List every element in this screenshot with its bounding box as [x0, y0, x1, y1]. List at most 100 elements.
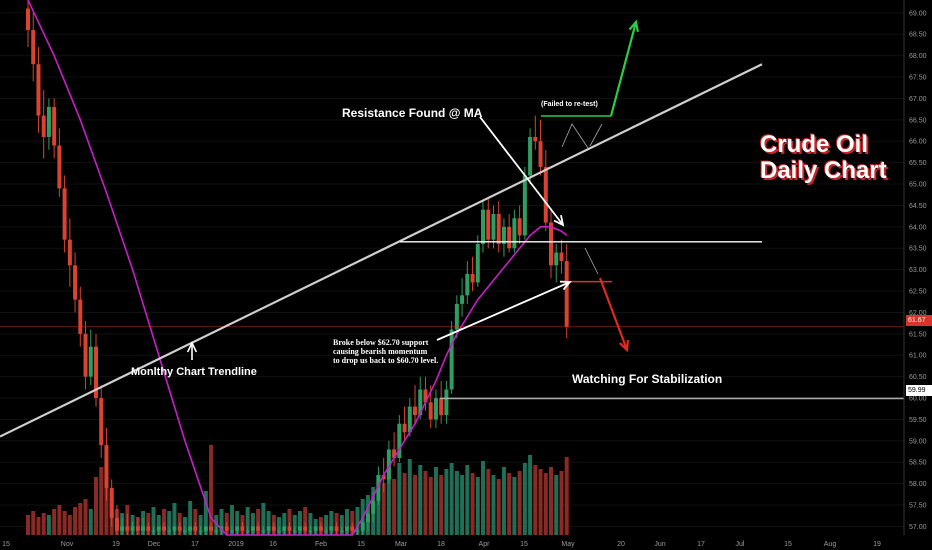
candle-body: [308, 530, 313, 532]
current-price-tag: 61.67: [906, 315, 932, 326]
candle-body: [214, 530, 219, 532]
x-tick-label: 16: [269, 541, 277, 548]
y-tick-label: 59.50: [909, 417, 927, 424]
candle-body: [454, 303, 459, 330]
support-break-annotation: Broke below $62.70 support causing beari…: [333, 338, 438, 365]
y-tick-label: 58.50: [909, 460, 927, 467]
x-axis: 15 Nov 19 Dec 17 2019 16 Feb 15 Mar 18 Apr 15 May 20 Ju…: [2, 541, 881, 548]
bearish-arrow: [598, 277, 629, 351]
candle-body: [229, 530, 234, 532]
candle-body: [465, 273, 470, 296]
x-tick-label: Jul: [736, 541, 745, 548]
volume-bar: [266, 511, 271, 535]
candle-body: [533, 136, 538, 142]
volume-bar: [381, 483, 386, 535]
bearish-arrow-head: [619, 339, 630, 353]
volume-bar: [156, 515, 161, 535]
y-tick-label: 64.00: [909, 224, 927, 231]
volume-bar: [151, 507, 156, 535]
volume-bar: [475, 477, 480, 535]
x-tick-label: 15: [357, 541, 365, 548]
candle-body: [381, 475, 386, 480]
candle-body: [193, 526, 198, 531]
volume-bar: [517, 471, 522, 535]
candle-body: [26, 8, 30, 30]
trendline-arrow-head: [186, 341, 198, 353]
volume-bar: [188, 501, 193, 535]
candle-body: [88, 346, 93, 377]
volume-bar: [554, 475, 559, 535]
volume-bar: [36, 517, 41, 535]
candle-body: [109, 487, 114, 518]
candle-body: [350, 526, 355, 531]
volume-bar: [392, 479, 397, 535]
candle-body: [554, 252, 559, 266]
volume-bar: [423, 471, 428, 535]
support-break-line-3: to drop us back to $60.70 level.: [333, 356, 439, 365]
volume-bar: [104, 479, 109, 535]
x-tick-label: Apr: [479, 541, 491, 548]
candle-body: [392, 449, 397, 458]
volume-bar: [564, 457, 569, 535]
x-tick-label: 20: [617, 541, 625, 548]
volume-bar: [83, 499, 88, 535]
chart-title: Crude Oil: [760, 131, 869, 158]
candle-body: [203, 526, 208, 531]
volume-bar: [433, 467, 438, 535]
y-tick-label: 68.00: [909, 53, 927, 60]
candle-body: [313, 526, 318, 531]
volume-bar: [428, 477, 433, 535]
candle-body: [318, 526, 323, 531]
volume-bar: [559, 471, 564, 535]
candle-body: [46, 107, 51, 137]
stabilization-price-tag: 59.99: [906, 385, 932, 396]
volume-bar: [99, 467, 104, 535]
candle-body: [93, 346, 98, 399]
volume-bar: [449, 463, 454, 535]
volume-bar: [161, 509, 166, 535]
volume-bar: [413, 475, 418, 535]
volume-bar: [282, 513, 287, 535]
candle-body: [141, 526, 146, 531]
x-tick-label: 17: [697, 541, 705, 548]
y-tick-label: 57.00: [909, 524, 927, 531]
volume-bar: [41, 513, 46, 535]
y-tick-label: 68.50: [909, 32, 927, 39]
volume-bar: [52, 509, 57, 535]
candle-body: [549, 222, 553, 266]
candle-body: [334, 526, 339, 531]
volume-bar: [538, 469, 543, 535]
candle-body: [397, 423, 402, 458]
volume-bar: [460, 475, 465, 535]
volume-bar: [219, 509, 224, 535]
candle-body: [491, 214, 496, 240]
candle-body: [261, 530, 266, 532]
candle-body: [167, 530, 172, 532]
candle-body: [460, 295, 465, 304]
volume-bar: [93, 477, 98, 535]
x-tick-label: Aug: [824, 541, 837, 548]
annotation-lines: [0, 19, 904, 438]
candle-body: [67, 239, 72, 266]
candle-body: [266, 526, 271, 531]
volume-bar: [62, 511, 67, 535]
candle-body: [355, 530, 360, 532]
candle-body: [564, 261, 569, 327]
volume-bar: [214, 515, 219, 535]
candle-body: [209, 526, 214, 531]
failed-retest-annotation: (Failed to re-test): [541, 101, 598, 108]
candle-body: [543, 166, 548, 223]
y-tick-label: 65.50: [909, 160, 927, 167]
volume-bar: [339, 515, 344, 535]
x-tick-label: 15: [2, 541, 10, 548]
y-tick-label: 59.00: [909, 438, 927, 445]
candle-body: [282, 526, 287, 531]
volume-bar: [303, 507, 308, 535]
x-tick-label: Dec: [148, 541, 161, 548]
volume-bar: [297, 511, 302, 535]
y-tick-label: 60.50: [909, 374, 927, 381]
volume-bar: [491, 475, 496, 535]
candle-body: [182, 530, 187, 532]
volume-bar: [386, 467, 391, 535]
